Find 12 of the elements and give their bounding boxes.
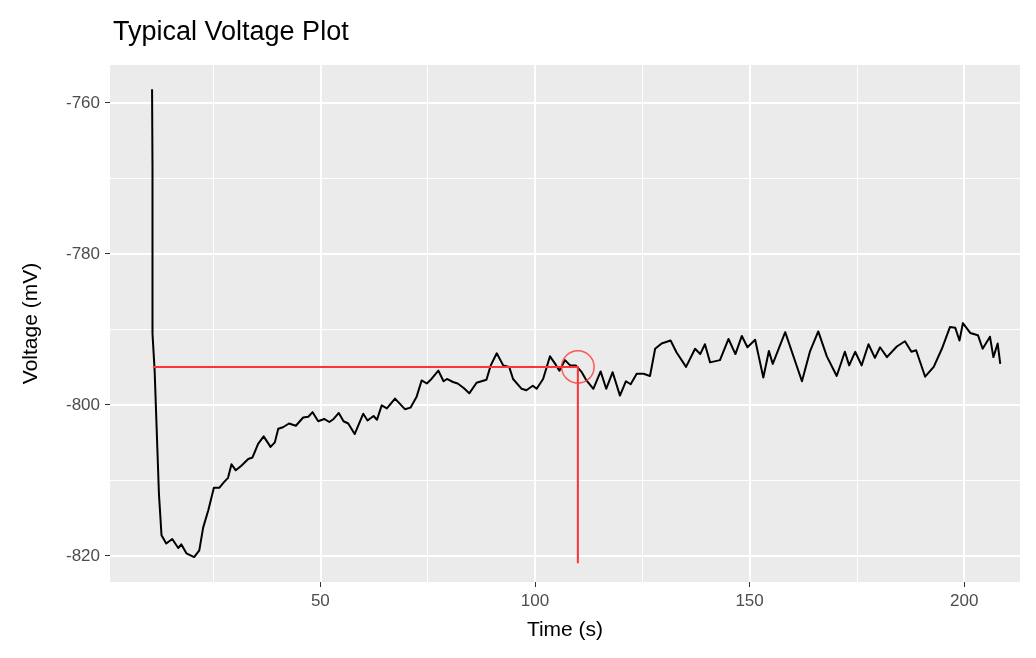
y-tick-label: -820 xyxy=(65,546,100,566)
y-tick-label: -780 xyxy=(65,244,100,264)
line-series xyxy=(151,88,1002,559)
y-axis-title: Voltage (mV) xyxy=(18,262,41,385)
x-tick-label: 50 xyxy=(310,591,330,610)
x-tick-label: 150 xyxy=(735,591,764,610)
y-tick-label: -800 xyxy=(65,395,100,415)
x-axis-title: Time (s) xyxy=(526,617,604,640)
chart-title: Typical Voltage Plot xyxy=(113,15,350,46)
y-tick-label: -760 xyxy=(65,93,100,113)
x-tick-label: 200 xyxy=(950,591,979,610)
x-tick-label: 100 xyxy=(520,591,550,610)
